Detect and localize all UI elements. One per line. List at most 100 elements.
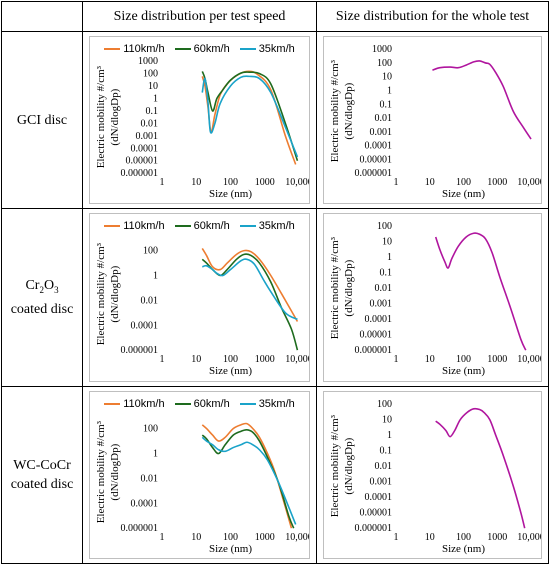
x-tick-label: 10,000 [285, 355, 309, 366]
y-tick-label: 1 [387, 86, 392, 97]
y-tick-label: 1 [387, 253, 392, 264]
x-tick-label: 1 [394, 355, 399, 366]
legend-item: 35km/h [239, 220, 295, 233]
row-wccocr: WC-CoCr coated disc 110100100010,0001001… [1, 385, 549, 565]
series-line [201, 436, 297, 525]
x-axis-label: Size (nm) [209, 188, 252, 200]
y-tick-label: 0.0001 [365, 492, 393, 503]
legend-label: 35km/h [258, 220, 295, 233]
y-tick-label: 0.00001 [360, 154, 393, 165]
y-tick-label: 0.00001 [360, 330, 393, 341]
legend-swatch [239, 402, 256, 405]
x-tick-label: 1 [160, 355, 165, 366]
x-tick-label: 10,000 [285, 177, 309, 188]
x-tick-label: 1 [394, 532, 399, 543]
legend-item: 35km/h [239, 397, 295, 410]
y-tick-label: 0.000001 [355, 168, 393, 179]
legend-label: 60km/h [193, 43, 230, 56]
legend-item: 60km/h [174, 220, 230, 233]
y-tick-label: 0.000001 [121, 346, 159, 357]
x-tick-label: 100 [456, 532, 471, 543]
x-axis-label: Size (nm) [442, 366, 485, 378]
legend-swatch [239, 48, 256, 51]
chart-wccocr-whole: 1 10 100 1000 10,000 100 10 1 0.1 0.01 0.001 0.0001… [323, 390, 542, 559]
chart-legend: 110km/h 60km/h 35km/h [90, 398, 309, 410]
y-tick-label: 0.001 [136, 131, 159, 142]
legend-swatch [174, 225, 191, 228]
chart-cr2o3-per-speed: 1 10 100 1000 10,000 100 1 0.01 0.0001 0.000001 Si… [89, 213, 310, 382]
y-axis-label-unit: (dN/dlogDp) [109, 443, 121, 500]
y-tick-label: 0.000001 [121, 523, 159, 534]
y-axis-label: Electric mobility #/cm³ [329, 237, 341, 340]
x-tick-label: 1000 [487, 355, 507, 366]
y-tick-label: 100 [377, 222, 392, 233]
x-tick-label: 100 [223, 532, 238, 543]
y-tick-label: 0.01 [141, 473, 159, 484]
x-axis-label: Size (nm) [209, 366, 252, 378]
y-tick-label: 0.1 [380, 268, 393, 279]
header-per-speed: Size distribution per test speed [82, 0, 317, 33]
chart-svg: 1 10 100 1000 10,000 100 1 0.01 0.0001 0.000001 Si… [95, 243, 309, 378]
y-tick-label: 0.000001 [121, 168, 159, 179]
series-line [201, 71, 299, 162]
y-axis-label: Electric mobility #/cm³ [95, 243, 107, 346]
y-tick-label: 0.0001 [365, 315, 393, 326]
chart-wccocr-per-speed: 1 10 100 1000 10,000 100 1 0.01 0.0001 0.000001 Si… [89, 390, 310, 559]
y-axis-label: Electric mobility #/cm³ [329, 59, 341, 162]
legend-swatch [104, 402, 121, 405]
chart-gci-whole: 1 10 100 1000 10,000 1000 100 10 1 0.1 0.01 0.001 0.… [323, 36, 542, 205]
legend-item: 35km/h [239, 43, 295, 56]
y-tick-label: 0.1 [380, 445, 393, 456]
x-tick-label: 1000 [487, 532, 507, 543]
y-tick-label: 100 [377, 399, 392, 410]
legend-label: 35km/h [258, 43, 295, 56]
legend-item: 60km/h [174, 43, 230, 56]
y-tick-label: 0.001 [370, 127, 393, 138]
x-axis-label: Size (nm) [442, 543, 485, 555]
series-line [434, 232, 527, 351]
y-tick-label: 0.0001 [131, 498, 159, 509]
row-label-cr2o3: Cr2O3 coated disc [1, 208, 83, 387]
x-tick-label: 1 [160, 177, 165, 188]
chart-cr2o3-whole: 1 10 100 1000 10,000 100 10 1 0.1 0.01 0.001 0.0001… [323, 213, 542, 382]
x-tick-label: 10,000 [517, 532, 541, 543]
y-tick-label: 0.001 [370, 299, 393, 310]
series-line [435, 407, 526, 529]
cell-cr2o3-per-speed: 1 10 100 1000 10,000 100 1 0.01 0.0001 0.000001 Si… [82, 208, 317, 387]
legend-swatch [104, 48, 121, 51]
x-tick-label: 1000 [487, 177, 507, 188]
legend-swatch [239, 225, 256, 228]
chart-svg: 1 10 100 1000 10,000 100 10 1 0.1 0.01 0.001 0.0001… [329, 399, 541, 555]
y-axis-label: Electric mobility #/cm³ [95, 420, 107, 523]
y-tick-label: 1 [153, 94, 158, 105]
row-label-wccocr-line2: coated disc [10, 476, 74, 492]
y-tick-label: 0.01 [141, 118, 159, 129]
x-tick-label: 1 [394, 177, 399, 188]
legend-label: 60km/h [193, 220, 230, 233]
x-tick-label: 1000 [255, 355, 275, 366]
legend-swatch [174, 402, 191, 405]
x-tick-label: 1 [160, 532, 165, 543]
x-tick-label: 100 [223, 355, 238, 366]
series-line [201, 248, 299, 323]
legend-label: 60km/h [193, 397, 230, 410]
row-cr2o3: Cr2O3 coated disc 110100100010,00010010.… [1, 208, 549, 387]
x-tick-label: 10 [191, 532, 201, 543]
y-tick-label: 0.0001 [131, 321, 159, 332]
chart-svg: 1 10 100 1000 10,000 100 1 0.01 0.0001 0.000001 Si… [95, 420, 309, 555]
x-tick-label: 10,000 [517, 177, 541, 188]
y-tick-label: 1 [153, 448, 158, 459]
y-axis-label-unit: (dN/dlogDp) [343, 260, 355, 317]
legend-label: 35km/h [258, 397, 295, 410]
row-label-cr2o3-line2: coated disc [10, 301, 74, 317]
x-axis-label: Size (nm) [209, 543, 252, 555]
series-line [201, 253, 299, 351]
y-tick-label: 0.000001 [355, 523, 393, 534]
y-tick-label: 0.00001 [360, 507, 393, 518]
x-tick-label: 10,000 [285, 532, 309, 543]
legend-label: 110km/h [123, 397, 165, 410]
y-tick-label: 1 [387, 430, 392, 441]
legend-swatch [104, 225, 121, 228]
y-tick-label: 10 [148, 81, 158, 92]
x-tick-label: 1000 [255, 532, 275, 543]
